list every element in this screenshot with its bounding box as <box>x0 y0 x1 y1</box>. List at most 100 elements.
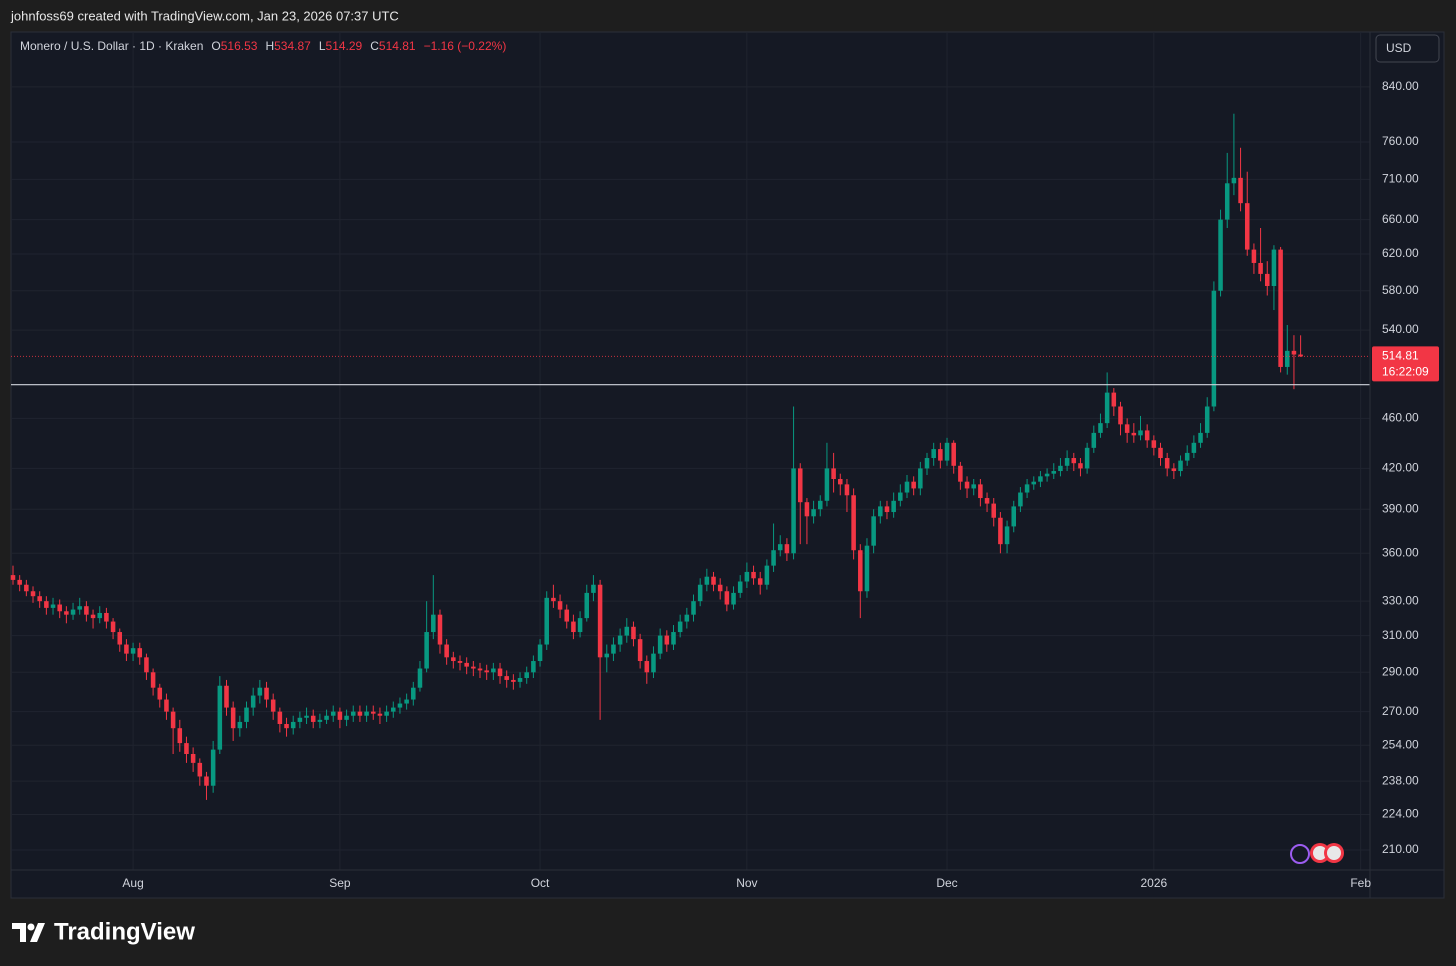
candle-body <box>310 715 316 722</box>
candle-body <box>671 632 676 645</box>
candle-body <box>804 502 810 517</box>
candle-body <box>1238 177 1243 204</box>
candle-body <box>417 668 423 688</box>
candle-body <box>10 575 16 580</box>
x-tick-label: Aug <box>122 876 143 890</box>
candle-body <box>617 635 623 645</box>
candle-body <box>437 614 443 645</box>
candle-body <box>924 458 930 469</box>
candle-body <box>564 609 570 622</box>
candle-body <box>824 468 830 501</box>
y-tick-label: 710.00 <box>1382 172 1419 186</box>
candle-body <box>144 657 149 673</box>
candle-body <box>1244 203 1250 250</box>
candle-body <box>1258 262 1263 274</box>
candle-body <box>757 578 763 585</box>
ohlc-value: 514.81 <box>379 39 416 53</box>
candle-body <box>971 484 976 489</box>
candle-body <box>1024 484 1030 493</box>
candle-body <box>964 481 970 489</box>
candle-body <box>551 597 556 602</box>
candles <box>10 113 1370 800</box>
candle-body <box>1285 350 1290 367</box>
candle-body <box>771 550 776 566</box>
countdown-label: 16:22:09 <box>1382 365 1429 379</box>
y-tick-label: 390.00 <box>1382 501 1419 515</box>
candle-body <box>657 635 663 654</box>
x-tick-label: Feb <box>1350 876 1371 890</box>
currency-label[interactable]: USD <box>1386 41 1412 55</box>
candle-body <box>237 721 243 729</box>
candle-body <box>817 500 823 510</box>
candle-body <box>991 503 996 518</box>
candle-body <box>577 618 583 633</box>
candle-body <box>1031 481 1037 485</box>
candle-body <box>290 721 296 729</box>
y-tick-label: 254.00 <box>1382 737 1419 751</box>
ohlc-letter: L <box>319 39 326 53</box>
x-tick-label: Sep <box>329 876 351 890</box>
candle-body <box>257 687 263 696</box>
candle-body <box>1051 471 1057 474</box>
candle-body <box>1144 430 1150 441</box>
candle-body <box>391 707 396 712</box>
candle-body <box>464 662 469 667</box>
candle-body <box>130 648 136 654</box>
candle-body <box>1278 249 1283 367</box>
candle-body <box>951 442 956 466</box>
x-tick-label: Dec <box>936 876 957 890</box>
candle-body <box>644 661 650 673</box>
candle-body <box>984 498 990 504</box>
y-tick-label: 310.00 <box>1382 628 1419 642</box>
candle-body <box>170 711 176 729</box>
candle-body <box>931 449 936 459</box>
candle-body <box>64 611 69 615</box>
candle-body <box>491 668 496 673</box>
candle-body <box>164 699 169 712</box>
candle-body <box>1044 473 1050 477</box>
x-tick-label: Oct <box>531 876 550 890</box>
candle-body <box>217 685 223 750</box>
candle-body <box>484 670 489 673</box>
y-tick-label: 238.00 <box>1382 773 1419 787</box>
candle-body <box>764 565 770 585</box>
candle-body <box>444 644 449 658</box>
candle-body <box>70 609 76 615</box>
candle-body <box>651 653 656 673</box>
candle-body <box>918 468 923 489</box>
candle-body <box>324 715 329 720</box>
candle-body <box>958 465 963 482</box>
candle-body <box>497 668 503 677</box>
candle-body <box>691 601 696 615</box>
currency-button[interactable] <box>1375 34 1440 63</box>
candle-body <box>411 687 416 700</box>
candle-body <box>1198 432 1203 443</box>
candle-body <box>584 592 590 619</box>
candle-body <box>537 644 543 662</box>
candle-body <box>24 584 29 592</box>
y-tick-label: 580.00 <box>1382 283 1419 297</box>
candle-body <box>50 604 56 608</box>
y-tick-label: 460.00 <box>1382 411 1419 425</box>
candle-body <box>1251 249 1257 263</box>
candle-body <box>1171 468 1177 472</box>
candle-body <box>1091 432 1097 448</box>
candle-body <box>204 776 209 786</box>
candle-body <box>124 644 129 654</box>
candle-body <box>1204 406 1210 433</box>
candle-body <box>264 687 269 700</box>
x-tick-label: 2026 <box>1140 876 1167 890</box>
candle-body <box>84 606 89 615</box>
candle-body <box>1184 452 1190 461</box>
candle-body <box>831 468 836 479</box>
candle-body <box>664 635 670 645</box>
candle-body <box>684 614 690 622</box>
candle-body <box>37 596 42 602</box>
candle-body <box>504 676 509 680</box>
candle-body <box>277 711 283 725</box>
candle-body <box>777 544 783 551</box>
candle-body <box>1104 392 1110 424</box>
candle-body <box>677 621 683 633</box>
last-price-label: 514.81 <box>1382 349 1419 363</box>
